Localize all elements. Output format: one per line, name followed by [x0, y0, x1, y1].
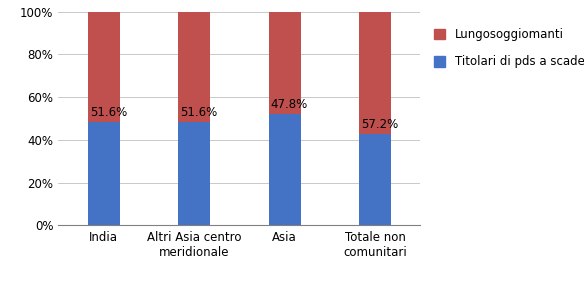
Bar	[178, 12, 210, 122]
Text: 57.2%: 57.2%	[361, 118, 398, 131]
Bar	[178, 122, 210, 225]
Text: 51.6%: 51.6%	[89, 106, 127, 119]
Bar	[88, 122, 120, 225]
Text: 51.6%: 51.6%	[180, 106, 217, 119]
Legend: Lungosoggiomanti, Titolari di pds a scadenza: Lungosoggiomanti, Titolari di pds a scad…	[434, 28, 584, 68]
Bar	[269, 12, 301, 114]
Text: 47.8%: 47.8%	[270, 98, 308, 111]
Bar	[359, 134, 391, 225]
Bar	[359, 12, 391, 134]
Bar	[88, 12, 120, 122]
Bar	[269, 114, 301, 225]
